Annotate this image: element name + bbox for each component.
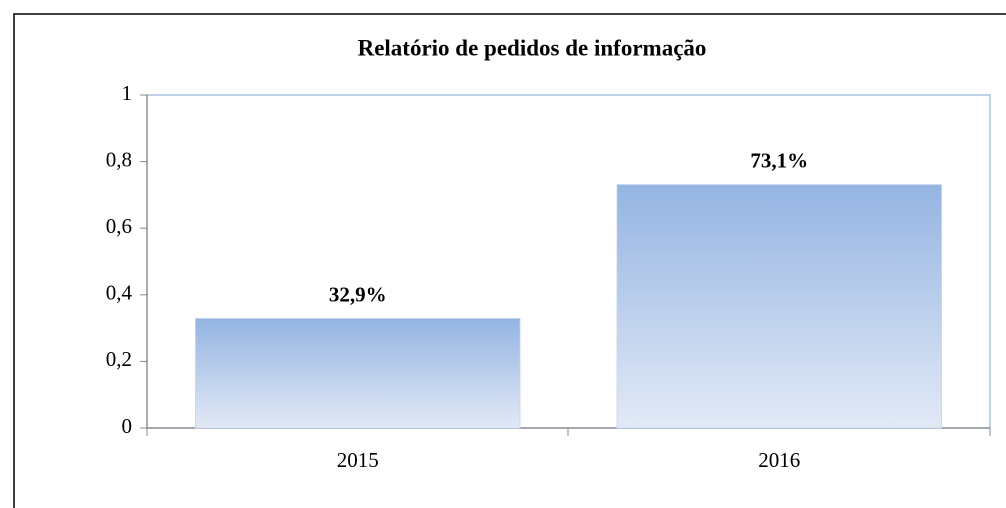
y-tick-label: 0,2 bbox=[106, 347, 132, 371]
bar bbox=[616, 184, 942, 429]
data-label: 32,9% bbox=[329, 282, 387, 306]
x-tick-label: 2015 bbox=[337, 448, 379, 472]
chart-title: Relatório de pedidos de informação bbox=[358, 35, 707, 60]
y-tick-label: 0,6 bbox=[106, 214, 132, 238]
y-tick-label: 0,8 bbox=[106, 147, 132, 171]
y-tick-label: 1 bbox=[122, 81, 133, 105]
bar bbox=[195, 318, 521, 429]
data-label: 73,1% bbox=[750, 148, 808, 172]
y-tick-label: 0,4 bbox=[106, 281, 133, 305]
y-tick-label: 0 bbox=[122, 414, 133, 438]
x-tick-label: 2016 bbox=[758, 448, 800, 472]
